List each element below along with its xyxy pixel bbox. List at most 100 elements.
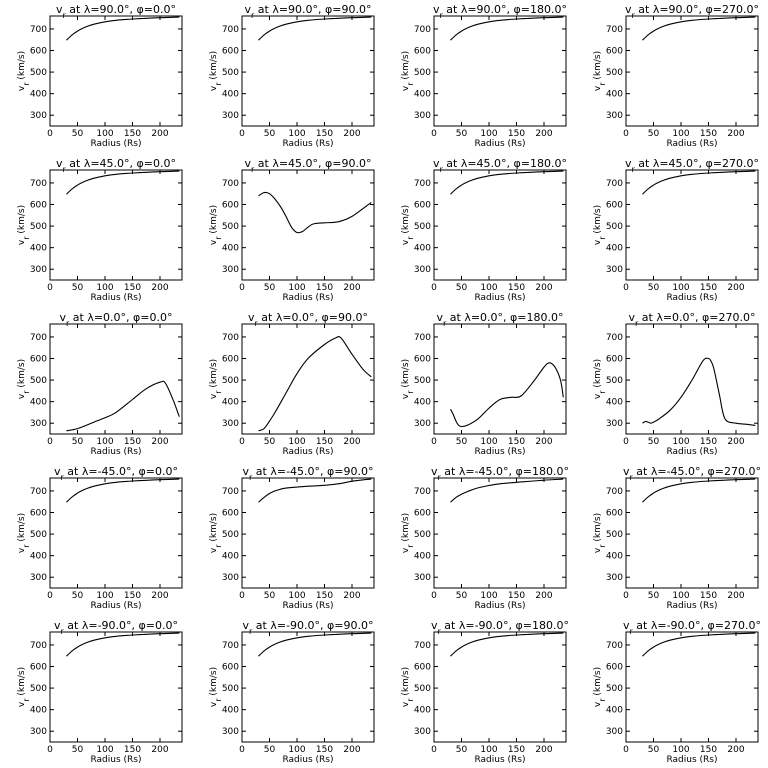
x-tick-label: 50 [72, 437, 84, 447]
y-tick-label: 400 [222, 90, 239, 100]
y-tick-label: 400 [414, 706, 431, 716]
y-tick-label: 300 [606, 419, 623, 429]
x-tick-label: 100 [480, 591, 497, 601]
plot-frame [49, 323, 183, 435]
y-tick-label: 300 [30, 727, 47, 737]
x-tick-label: 200 [727, 745, 744, 755]
x-tick-label: 200 [151, 283, 168, 293]
x-tick-label: 100 [672, 745, 689, 755]
y-tick-label: 400 [414, 552, 431, 562]
y-tick-label: 500 [606, 376, 623, 386]
y-tick-label: 400 [606, 90, 623, 100]
x-tick-label: 200 [535, 591, 552, 601]
series-line [66, 478, 180, 503]
y-tick-label: 700 [414, 333, 431, 343]
x-tick-label: 150 [508, 437, 525, 447]
series-line [450, 478, 564, 503]
panel-title: vr at λ=-90.0°, φ=90.0° [242, 619, 373, 636]
y-tick-label: 500 [414, 376, 431, 386]
y-axis-label: vr (km/s) [17, 359, 31, 399]
x-tick-label: 0 [431, 745, 437, 755]
y-tick-label: 600 [222, 663, 239, 673]
y-axis-label: vr (km/s) [401, 513, 415, 553]
x-tick-label: 50 [648, 437, 660, 447]
panel-title: vr at λ=45.0°, φ=0.0° [56, 157, 176, 174]
panel: vr at λ=90.0°, φ=90.0° 0 50 100 150 200 300 400… [209, 3, 375, 149]
x-tick-label: 200 [343, 745, 360, 755]
y-tick-label: 700 [222, 333, 239, 343]
y-tick-label: 600 [414, 47, 431, 57]
x-tick-label: 0 [47, 591, 53, 601]
x-tick-label: 100 [672, 437, 689, 447]
series-line [66, 380, 180, 432]
y-tick-label: 700 [414, 487, 431, 497]
y-tick-label: 300 [222, 573, 239, 583]
panel-title: vr at λ=90.0°, φ=270.0° [625, 3, 759, 20]
x-axis-label: Radius (Rs) [474, 447, 525, 457]
panel: vr at λ=0.0°, φ=90.0° 0 50 100 150 200 300 400 5… [209, 311, 375, 457]
series-line [66, 170, 180, 195]
x-tick-label: 100 [480, 283, 497, 293]
x-tick-label: 100 [672, 591, 689, 601]
y-tick-label: 700 [222, 25, 239, 35]
x-tick-label: 150 [700, 591, 717, 601]
x-tick-label: 0 [623, 437, 629, 447]
x-axis-label: Radius (Rs) [282, 755, 333, 765]
y-tick-label: 600 [30, 509, 47, 519]
y-tick-label: 700 [30, 487, 47, 497]
x-axis-label: Radius (Rs) [666, 755, 717, 765]
y-tick-label: 500 [30, 530, 47, 540]
x-axis-label: Radius (Rs) [666, 139, 717, 149]
y-tick-label: 500 [30, 68, 47, 78]
y-tick-label: 400 [414, 90, 431, 100]
plot-frame [49, 631, 183, 743]
y-tick-label: 500 [30, 376, 47, 386]
x-tick-label: 200 [535, 437, 552, 447]
y-tick-label: 700 [30, 641, 47, 651]
y-tick-label: 600 [30, 663, 47, 673]
plot-frame [49, 477, 183, 589]
series-line [66, 16, 180, 41]
plot-frame [433, 15, 567, 127]
x-tick-label: 100 [96, 283, 113, 293]
y-tick-label: 400 [30, 706, 47, 716]
y-axis-label: vr (km/s) [401, 205, 415, 245]
panel-title: vr at λ=45.0°, φ=180.0° [433, 157, 567, 174]
y-axis-label: vr (km/s) [17, 51, 31, 91]
plot-frame [625, 15, 759, 127]
y-tick-label: 300 [222, 265, 239, 275]
y-axis-label: vr (km/s) [17, 513, 31, 553]
panel-title: vr at λ=-90.0°, φ=180.0° [431, 619, 569, 636]
y-tick-label: 300 [606, 111, 623, 121]
x-tick-label: 0 [239, 591, 245, 601]
x-tick-label: 200 [535, 129, 552, 139]
x-tick-label: 0 [623, 591, 629, 601]
plot-frame [241, 477, 375, 589]
x-axis-label: Radius (Rs) [666, 601, 717, 611]
series-line [258, 191, 372, 234]
y-tick-label: 400 [30, 398, 47, 408]
plot-frame [433, 631, 567, 743]
y-tick-label: 400 [606, 552, 623, 562]
y-tick-label: 500 [222, 530, 239, 540]
x-tick-label: 0 [623, 283, 629, 293]
panel: vr at λ=45.0°, φ=270.0° 0 50 100 150 200 300 40… [593, 157, 759, 303]
series-line [450, 362, 564, 428]
panel-title: vr at λ=-90.0°, φ=270.0° [623, 619, 761, 636]
x-tick-label: 200 [151, 129, 168, 139]
panel: vr at λ=-90.0°, φ=270.0° 0 50 100 150 200 300 4… [593, 619, 761, 765]
x-axis-label: Radius (Rs) [474, 755, 525, 765]
y-tick-label: 700 [414, 641, 431, 651]
series-line [642, 170, 756, 195]
series-line [258, 16, 372, 41]
x-tick-label: 150 [316, 129, 333, 139]
y-axis-label: vr (km/s) [401, 359, 415, 399]
panel: vr at λ=-45.0°, φ=90.0° 0 50 100 150 200 300 40… [209, 465, 375, 611]
x-axis-label: Radius (Rs) [90, 293, 141, 303]
x-tick-label: 200 [727, 591, 744, 601]
y-tick-label: 700 [606, 333, 623, 343]
y-tick-label: 600 [414, 201, 431, 211]
y-axis-label: vr (km/s) [593, 513, 607, 553]
x-tick-label: 150 [124, 591, 141, 601]
y-tick-label: 300 [30, 419, 47, 429]
